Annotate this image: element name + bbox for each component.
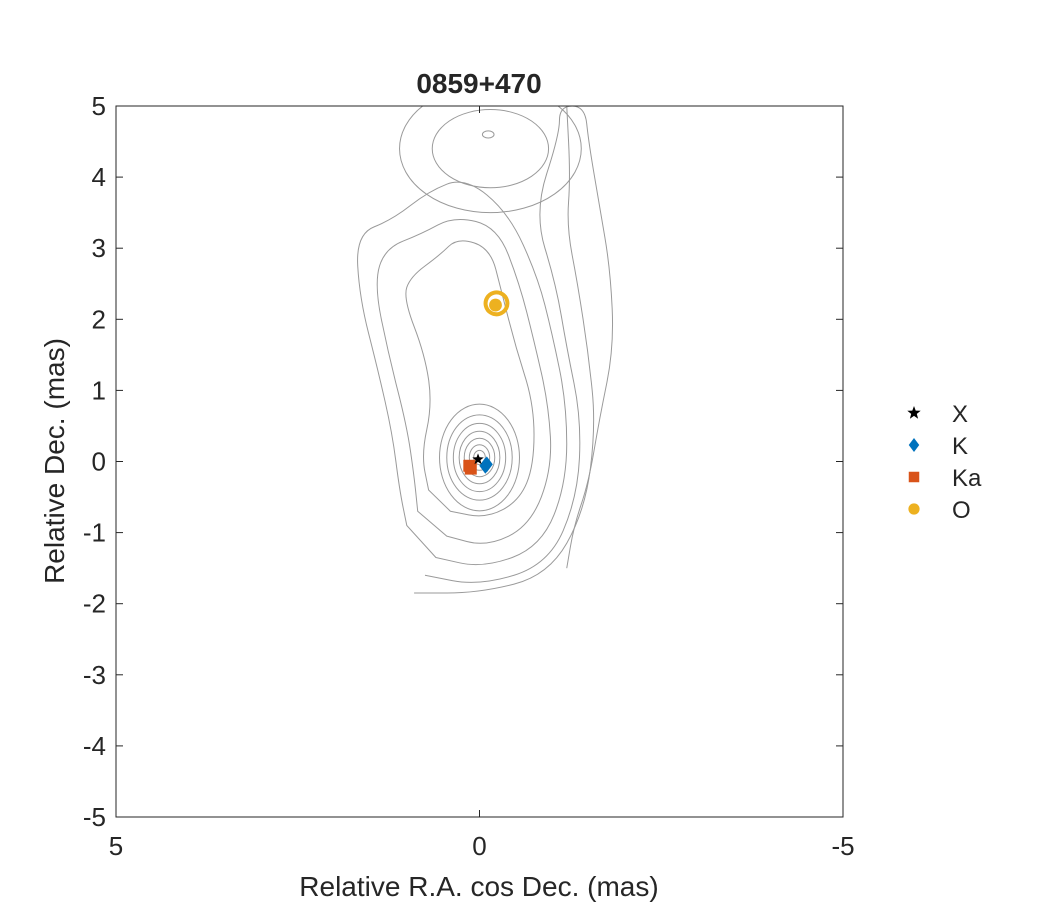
legend-label-x: X — [952, 401, 968, 428]
core-contour-4 — [452, 422, 507, 493]
y-tick-label-9: -4 — [83, 731, 106, 761]
legend-marker-x — [907, 406, 921, 419]
upper-lobe-contour — [431, 109, 550, 189]
y-axis-label: Relative Dec. (mas) — [39, 338, 70, 584]
y-tick-label-6: -1 — [83, 518, 106, 548]
core-contour-3 — [458, 430, 501, 485]
y-tick-label-7: -2 — [83, 589, 106, 619]
x-tick-label-0: 5 — [109, 831, 123, 861]
chart-title: 0859+470 — [416, 68, 541, 99]
outer-contour-2 — [357, 181, 568, 566]
y-tick-label-8: -3 — [83, 660, 106, 690]
core-contour-1 — [468, 444, 491, 471]
marker-k-1 — [479, 457, 492, 474]
core-contour-2 — [463, 437, 496, 478]
marker-x-0 — [472, 453, 484, 465]
legend: XK Ka O — [907, 401, 982, 524]
y-tick-label-1: 4 — [92, 162, 106, 192]
upper-lobe-outer-contour — [399, 106, 582, 214]
core-contour-5 — [446, 414, 513, 501]
x-axis: 5 0 -5 — [109, 106, 855, 861]
marker-o-0 — [489, 298, 502, 312]
y-tick-label-10: -5 — [83, 802, 106, 832]
legend-label-o: O — [952, 497, 971, 524]
legend-label-ka: Ka — [952, 465, 982, 492]
outer-contour-0 — [405, 240, 535, 517]
legend-marker-o — [908, 503, 920, 515]
y-tick-label-0: 5 — [92, 91, 106, 121]
legend-marker-ka — [908, 471, 920, 483]
x-axis-label: Relative R.A. cos Dec. (mas) — [299, 871, 658, 902]
outer-contour-4 — [414, 106, 595, 594]
y-tick-label-5: 0 — [92, 447, 106, 477]
outer-contour-1 — [376, 219, 552, 544]
y-tick-label-3: 2 — [92, 304, 106, 334]
y-tick-label-4: 1 — [92, 375, 106, 405]
series-o-ring — [483, 290, 510, 317]
upper-lobe-peak-contour — [481, 130, 495, 139]
outer-contour-3 — [424, 106, 614, 583]
contour-layer — [357, 106, 614, 594]
legend-marker-k — [908, 438, 920, 452]
marker-ka-1 — [463, 459, 476, 472]
x-tick-label-1: 0 — [472, 831, 486, 861]
marker-layer — [463, 290, 510, 475]
core-contour-6 — [439, 403, 520, 512]
x-tick-label-2: -5 — [831, 831, 854, 861]
legend-label-k: K — [952, 433, 968, 460]
y-tick-label-2: 3 — [92, 233, 106, 263]
y-axis: 5 4 3 2 1 0 -1 -2 -3 -4 -5 — [83, 91, 843, 832]
